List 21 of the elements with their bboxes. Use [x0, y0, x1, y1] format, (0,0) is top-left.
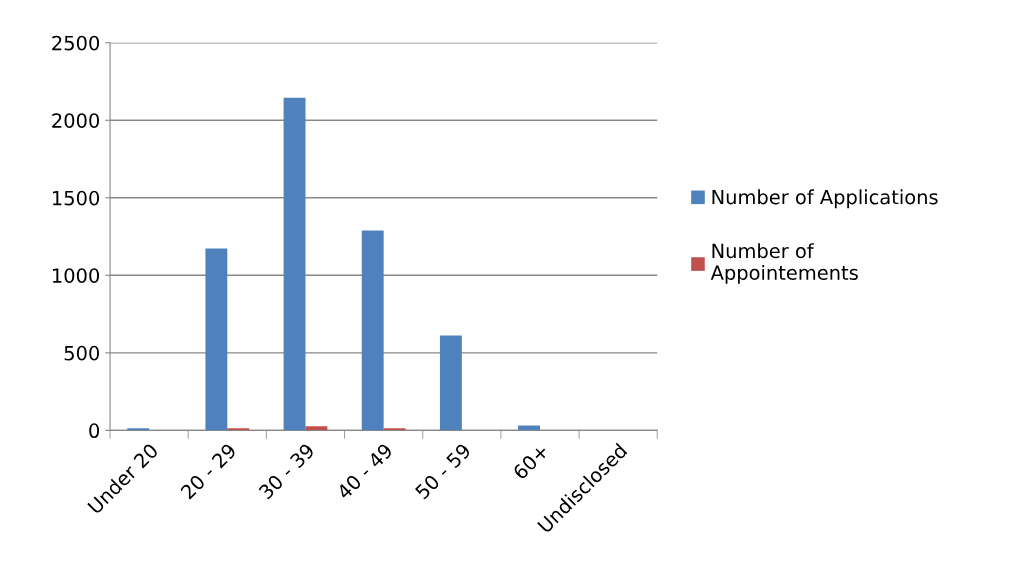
legend-label: Number of Appointements: [710, 243, 858, 284]
y-tick-label: 500: [64, 345, 100, 361]
bar: [283, 97, 306, 431]
y-tick-label: 1000: [52, 268, 100, 283]
bar: [305, 426, 328, 431]
x-tick-label: 30 - 39: [258, 442, 316, 500]
bar: [205, 248, 228, 431]
bar: [439, 335, 462, 431]
bar: [127, 428, 150, 431]
x-tick-label: 50 - 59: [414, 442, 472, 500]
bar: [361, 230, 384, 431]
bar: [227, 428, 250, 431]
x-tick-label: 40 - 49: [335, 442, 394, 501]
y-tick-label: 2000: [52, 113, 100, 128]
x-tick-label: 20 - 29: [179, 442, 237, 500]
y-tick-label: 0: [89, 423, 100, 439]
legend-label: Number of Applications: [712, 189, 938, 209]
bar: [518, 425, 540, 431]
y-tick-label: 2500: [52, 35, 100, 51]
y-tick-label: 1500: [52, 190, 100, 206]
bar: [383, 428, 406, 431]
